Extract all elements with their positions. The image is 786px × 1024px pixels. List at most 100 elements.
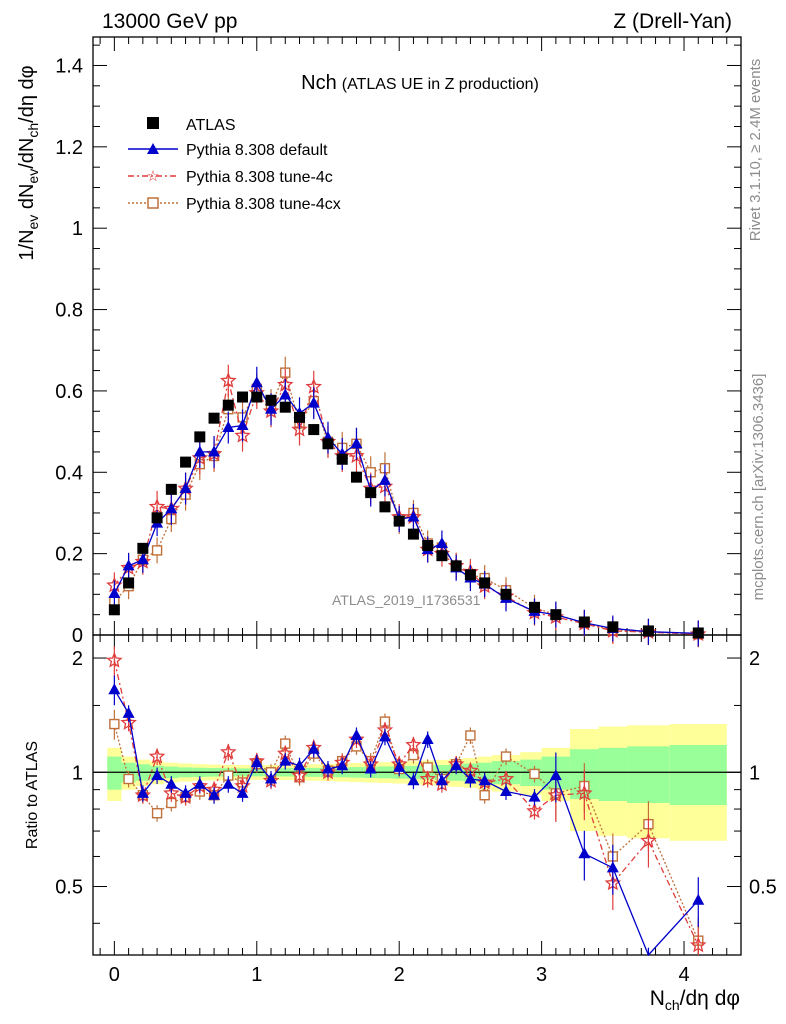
xtick-label: 0: [109, 964, 120, 986]
main-point-atlas: [308, 424, 320, 436]
main-point-atlas: [237, 391, 249, 403]
main-point-atlas: [279, 401, 291, 413]
legend-atlas-marker: [147, 117, 159, 129]
mcplots-label: mcplots.cern.ch [arXiv:1306.3436]: [750, 374, 767, 601]
ratio-point-default: [606, 861, 619, 873]
main-point-atlas: [322, 438, 334, 450]
ratio-series-layer: [106, 646, 707, 957]
ratio-point-default: [236, 786, 249, 798]
ratio-point-tune4c: [291, 766, 308, 783]
main-point-atlas: [365, 487, 377, 499]
main-point-atlas: [407, 528, 419, 540]
main-point-default: [435, 536, 448, 548]
ratio-point-default: [500, 784, 513, 796]
ratio-point-default: [578, 847, 591, 859]
main-point-atlas: [642, 625, 654, 637]
ratio-point-tune4c: [497, 770, 515, 787]
main-point-default: [136, 553, 149, 565]
legend-tune4c-label: Pythia 8.308 tune-4c: [186, 169, 333, 186]
main-point-atlas: [550, 609, 562, 621]
ratio-point-tune4c: [576, 784, 593, 801]
main-point-default: [236, 418, 249, 430]
main-ytick-label: 1: [72, 218, 83, 240]
main-point-atlas: [607, 621, 619, 633]
ratio-point-tune4c: [148, 747, 166, 764]
ratio-point-tune4cx: [465, 730, 476, 741]
main-point-atlas: [500, 588, 512, 600]
ratio-point-default: [122, 706, 135, 718]
process-label: Z (Drell-Yan): [613, 10, 732, 33]
main-point-atlas: [379, 501, 391, 513]
ratio-point-default: [165, 777, 178, 789]
ratio-point-default: [336, 759, 349, 771]
ratio-line-default: [113, 689, 699, 957]
main-ytick-label: 1.2: [55, 137, 83, 159]
ratio-point-tune4cx: [123, 773, 134, 785]
main-line-tune4c: [113, 380, 699, 635]
ratio-point-default: [108, 683, 121, 695]
ratio-point-default: [350, 728, 363, 740]
main-point-atlas: [436, 550, 448, 562]
ratio-point-default: [250, 756, 263, 768]
main-point-atlas: [194, 431, 206, 443]
main-point-atlas: [422, 540, 434, 552]
ratio-point-default: [265, 772, 278, 784]
main-ytick-label: 1.4: [55, 55, 83, 77]
main-point-atlas: [208, 412, 220, 424]
main-line-tune4cx: [113, 370, 699, 635]
legend-atlas-label: ATLAS: [186, 117, 236, 134]
ratio-point-tune4c: [526, 802, 543, 819]
ratio-point-default: [378, 730, 391, 742]
main-point-atlas: [137, 542, 149, 554]
plot-title-main: Nch: [301, 72, 337, 94]
main-point-default: [250, 376, 263, 388]
legend-tune4cx-label: Pythia 8.308 tune-4cx: [186, 196, 341, 213]
main-point-atlas: [251, 391, 263, 403]
ratio-point-tune4cx: [109, 718, 120, 730]
xtick-label: 4: [678, 964, 689, 986]
main-point-default: [165, 502, 178, 514]
ratio-point-tune4cx: [529, 768, 540, 780]
ratio-point-tune4c: [120, 714, 137, 730]
energy-label: 13000 GeV pp: [102, 10, 237, 33]
main-point-atlas: [350, 471, 362, 483]
ratio-point-tune4c: [419, 770, 436, 787]
ratio-ytick-label-left: 1: [72, 762, 83, 784]
main-point-atlas: [180, 456, 192, 468]
ratio-point-tune4cx: [151, 808, 163, 819]
ratio-point-default: [692, 893, 705, 905]
ratio-point-default: [307, 742, 320, 754]
ratio-ytick-label-right: 2: [749, 648, 760, 670]
main-point-tune4c: [148, 498, 166, 514]
ratio-point-tune4c: [689, 936, 707, 953]
ratio-point-tune4c: [106, 651, 123, 668]
main-point-default: [279, 388, 292, 400]
rivet-label: Rivet 3.1.10, ≥ 2.4M events: [747, 59, 764, 242]
ratio-point-tune4c: [405, 736, 422, 753]
ratio-point-default: [321, 762, 334, 774]
ratio-point-default: [208, 788, 221, 800]
ratio-point-default: [450, 759, 463, 771]
main-point-atlas: [108, 604, 120, 616]
ratio-point-default: [464, 772, 477, 784]
ratio-line-tune4cx: [113, 719, 699, 941]
ratio-point-default: [279, 754, 292, 766]
ratio-point-default: [193, 777, 206, 789]
xtick-label: 2: [394, 964, 405, 986]
main-point-tune4c: [219, 371, 237, 388]
main-point-default: [222, 421, 235, 433]
band-inner-segment: [669, 744, 727, 805]
ratio-point-tune4c: [219, 743, 237, 760]
ratio-point-tune4cx: [479, 790, 490, 801]
main-point-tune4cx: [151, 545, 163, 556]
ratio-point-default: [528, 790, 541, 802]
main-ytick-label: 0.8: [55, 300, 83, 322]
main-point-default: [122, 559, 135, 571]
main-ytick-label: 0.2: [55, 544, 83, 566]
legend-default-label: Pythia 8.308 default: [186, 142, 328, 159]
ratio-point-default: [421, 733, 434, 745]
analysis-label: ATLAS_2019_I1736531: [332, 592, 481, 608]
main-point-default: [407, 510, 420, 522]
main-point-default: [108, 587, 121, 599]
band-inner-segment: [107, 756, 122, 790]
